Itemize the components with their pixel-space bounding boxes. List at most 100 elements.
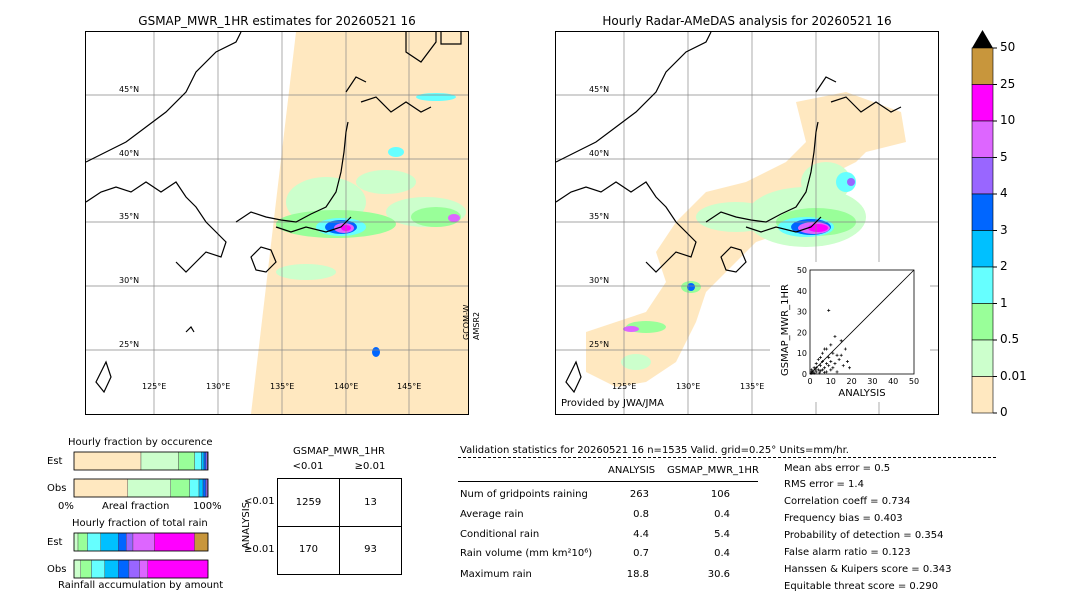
sensor-name: AMSR2: [472, 311, 481, 340]
occurrence-title: Hourly fraction by occurence: [68, 437, 213, 448]
scatter-point: [829, 343, 833, 347]
scatter-point: [833, 335, 837, 339]
lat-tick: 40°N: [589, 149, 610, 158]
fraction-bar-segment: [202, 478, 206, 498]
contingency-row-1: ≥0.01: [244, 544, 275, 555]
scatter-point: [823, 370, 827, 374]
scatter-point: [835, 370, 839, 374]
contingency-row-0: <0.01: [244, 496, 275, 507]
rain-area: [448, 214, 460, 222]
stats-row-label: Average rain: [460, 509, 524, 520]
fraction-bar-segment: [205, 451, 208, 471]
fraction-bar-segment: [91, 559, 106, 579]
lat-tick: 45°N: [589, 85, 610, 94]
contingency-col-0: <0.01: [292, 461, 324, 472]
stats-row-gsmap: 106: [710, 489, 730, 500]
fraction-bar-segment: [170, 478, 190, 498]
fraction-bar-segment: [127, 478, 171, 498]
scatter-point: [827, 308, 831, 312]
colorbar-label: 0.01: [1000, 368, 1027, 383]
scatter-xlabel: ANALYSIS: [838, 388, 885, 399]
stats-row-gsmap: 30.6: [707, 569, 730, 580]
right-map-title: Hourly Radar-AMeDAS analysis for 2026052…: [602, 14, 892, 28]
scatter-point: [817, 371, 821, 375]
rain-area: [276, 264, 336, 280]
scatter-point: [823, 366, 827, 370]
scatter-point: [843, 347, 847, 351]
stats-row-analysis: 18.8: [626, 569, 649, 580]
scatter-xtick: 10: [826, 377, 836, 386]
scatter-ytick: 50: [797, 266, 807, 275]
score-line: Mean abs error = 0.5: [784, 463, 891, 474]
rain-area: [847, 178, 855, 186]
scatter-point: [827, 355, 831, 359]
occ-obs-label: Obs: [47, 483, 67, 494]
scatter-point: [818, 369, 822, 373]
credit-label: Provided by JWA/JMA: [561, 398, 664, 409]
scatter-point: [837, 357, 841, 361]
score-line: Correlation coeff = 0.734: [784, 496, 911, 507]
colorbar-segment: [971, 303, 994, 341]
left-map-title: GSMAP_MWR_1HR estimates for 20260521 16: [138, 14, 416, 28]
scatter-point: [839, 339, 843, 343]
lat-tick: 35°N: [119, 212, 140, 221]
contingency-row-axis: ANALYSIS: [241, 501, 253, 550]
rain-area: [801, 162, 851, 202]
stats-row-label: Num of gridpoints raining: [460, 489, 588, 500]
fraction-bar-segment: [73, 559, 81, 579]
colorbar-overflow-triangle: [972, 30, 993, 48]
occ-xlabel: Areal fraction: [102, 501, 170, 512]
scatter-point: [829, 368, 833, 372]
score-line: False alarm ratio = 0.123: [784, 547, 911, 558]
stats-row-label: Rain volume (mm km²10⁶): [460, 548, 593, 559]
lon-tick: 125°E: [612, 382, 637, 391]
fraction-bar-segment: [194, 451, 202, 471]
stats-row-label: Maximum rain: [460, 569, 532, 580]
lat-tick: 35°N: [589, 212, 610, 221]
colorbar-segment: [971, 157, 994, 195]
scatter-ytick: 30: [797, 308, 807, 317]
fraction-bar-segment: [198, 478, 204, 498]
colorbar-segment: [971, 266, 994, 304]
score-line: Frequency bias = 0.403: [784, 513, 903, 524]
colorbar-label: 50: [1000, 40, 1016, 54]
satellite-name: GCOM-W: [462, 304, 471, 340]
fraction-bar-segment: [205, 478, 208, 498]
rain-area: [623, 326, 639, 332]
fraction-bar-segment: [154, 532, 195, 552]
lat-tick: 40°N: [119, 149, 140, 158]
scatter-point: [820, 351, 824, 355]
fraction-bar-segment: [118, 559, 130, 579]
colorbar-label: 10: [1000, 113, 1016, 127]
scatter-point: [825, 362, 829, 366]
rain-area: [372, 347, 380, 357]
occ-est-label: Est: [47, 456, 63, 467]
stats-row-analysis: 4.4: [633, 529, 649, 540]
scatter-point: [814, 362, 818, 366]
cell-fp: 13: [364, 497, 377, 508]
scatter-point: [820, 368, 824, 372]
stats-row-analysis: 0.7: [633, 548, 649, 559]
lon-tick: 130°E: [206, 382, 231, 391]
rain-area: [416, 93, 456, 101]
lat-tick: 25°N: [589, 340, 610, 349]
colorbar-segment: [971, 376, 994, 414]
fraction-bar-segment: [189, 478, 200, 498]
total-rain-title: Hourly fraction of total rain: [72, 518, 208, 529]
scatter-point: [833, 362, 837, 366]
scatter-point: [810, 370, 814, 374]
fraction-bar-segment: [126, 532, 134, 552]
fraction-bar-segment: [203, 451, 207, 471]
colorbar-segment: [971, 193, 994, 231]
lon-tick: 135°E: [270, 382, 295, 391]
colorbar-label: 4: [1000, 186, 1008, 200]
scatter-ytick: 40: [797, 287, 807, 296]
scatter-point: [839, 353, 843, 357]
fraction-bar-segment: [128, 559, 140, 579]
scatter-point: [829, 360, 833, 364]
lon-tick: 135°E: [740, 382, 765, 391]
scatter-ytick: 20: [797, 328, 807, 337]
scatter-ylabel: GSMAP_MWR_1HR: [780, 284, 791, 376]
colorbar-segment: [971, 339, 994, 377]
score-line: Probability of detection = 0.354: [784, 530, 944, 541]
